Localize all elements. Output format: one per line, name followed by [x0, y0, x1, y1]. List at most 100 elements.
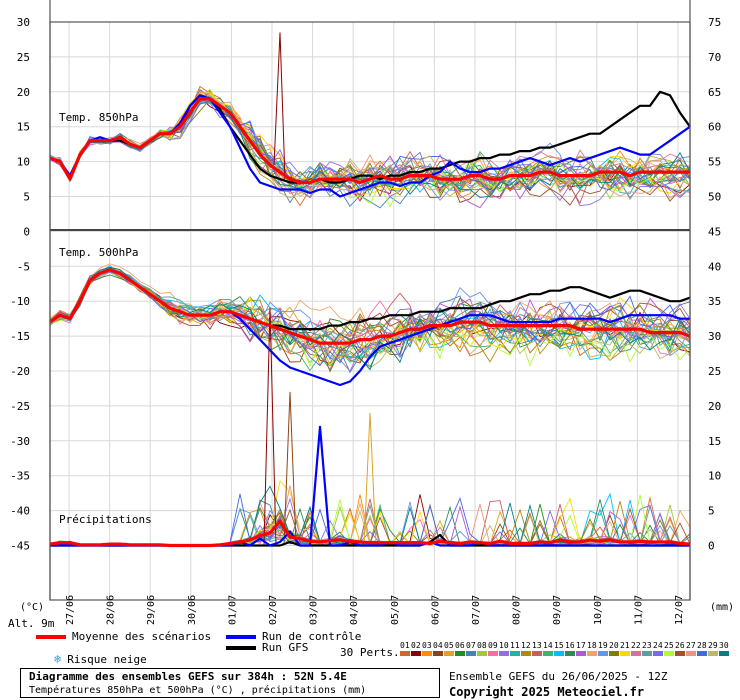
left-tick-label: -45 [10, 540, 30, 553]
legend-snow: ❄ Risque neige [54, 652, 147, 666]
left-tick-label: 30 [17, 16, 30, 29]
date-tick-label: 12/07 [674, 595, 685, 625]
member-id-08: 08 [477, 641, 487, 650]
left-tick-label: 0 [23, 225, 30, 238]
left-tick-label: -5 [17, 260, 30, 273]
legend-gfs-swatch [226, 646, 256, 650]
main-series [49, 90, 691, 548]
member-swatch-19 [598, 651, 608, 656]
right-tick-label: 45 [708, 225, 721, 238]
snowflake-icon: ❄ [54, 652, 62, 666]
date-tick-label: 27/06 [65, 595, 76, 625]
member-id-29: 29 [708, 641, 718, 650]
member-id-11: 11 [510, 641, 520, 650]
left-tick-label: 15 [17, 121, 30, 134]
member-id-07: 07 [466, 641, 476, 650]
member-id-03: 03 [422, 641, 432, 650]
precip-mean-line [49, 519, 691, 548]
left-unit-label: (°C) [20, 602, 44, 613]
member-swatch-09 [488, 651, 498, 656]
right-tick-label: 40 [708, 260, 721, 273]
panel-label: Précipitations [59, 513, 152, 526]
left-tick-label: -35 [10, 470, 30, 483]
member-id-14: 14 [543, 641, 553, 650]
spike-04-precip [283, 391, 297, 546]
member-swatch-28 [697, 651, 707, 656]
date-tick-label: 10/07 [593, 595, 604, 625]
member-swatch-29 [708, 651, 718, 656]
panel-label: Temp. 850hPa [59, 111, 138, 124]
legend-gfs-label: Run GFS [262, 641, 309, 654]
member-swatch-17 [576, 651, 586, 656]
panel-label: Temp. 500hPa [59, 246, 138, 259]
member-id-01: 01 [400, 641, 410, 650]
member-swatch-04 [433, 651, 443, 656]
member-swatch-20 [609, 651, 619, 656]
member-id-06: 06 [455, 641, 465, 650]
left-tick-label: -20 [10, 365, 30, 378]
member-id-25: 25 [664, 641, 674, 650]
left-tick-label: -30 [10, 435, 30, 448]
member-id-16: 16 [565, 641, 575, 650]
date-tick-label: 07/07 [471, 595, 482, 625]
member-swatch-16 [565, 651, 575, 656]
chart-subtitle: Températures 850hPa et 500hPa (°C) , pré… [29, 685, 367, 696]
right-tick-label: 0 [708, 540, 715, 553]
member-swatch-08 [477, 651, 487, 656]
member-swatch-02 [411, 651, 421, 656]
legend-mean: Moyenne des scénarios [36, 630, 211, 643]
member-id-21: 21 [620, 641, 630, 650]
right-tick-label: 65 [708, 86, 721, 99]
member-23-t500 [49, 270, 691, 354]
legend-control: Run de contrôle [226, 630, 361, 643]
member-swatch-15 [554, 651, 564, 656]
member-swatch-11 [510, 651, 520, 656]
member-swatch-27 [686, 651, 696, 656]
right-tick-label: 75 [708, 16, 721, 29]
left-tick-label: -40 [10, 505, 30, 518]
member-id-22: 22 [631, 641, 641, 650]
member-swatch-21 [620, 651, 630, 656]
t500-mean-line [49, 268, 691, 345]
right-unit-label: (mm) [710, 602, 734, 613]
right-tick-label: 50 [708, 191, 721, 204]
member-id-24: 24 [653, 641, 663, 650]
date-tick-label: 06/07 [430, 595, 441, 625]
member-id-12: 12 [521, 641, 531, 650]
member-swatch-24 [653, 651, 663, 656]
perts-label: 30 Perts. [340, 646, 400, 659]
member-id-18: 18 [587, 641, 597, 650]
member-swatch-26 [675, 651, 685, 656]
member-id-09: 09 [488, 641, 498, 650]
member-swatch-14 [543, 651, 553, 656]
member-27-t850 [49, 90, 691, 199]
member-id-20: 20 [609, 641, 619, 650]
member-swatch-12 [521, 651, 531, 656]
run-label: Ensemble GEFS du 26/06/2025 - 12Z [449, 670, 668, 683]
left-tick-label: 25 [17, 51, 30, 64]
member-id-13: 13 [532, 641, 542, 650]
member-30-t850 [49, 96, 691, 198]
date-tick-label: 01/07 [227, 595, 238, 625]
member-swatch-25 [664, 651, 674, 656]
spike-02-precip [263, 308, 277, 546]
member-swatch-05 [444, 651, 454, 656]
member-swatch-18 [587, 651, 597, 656]
right-tick-label: 10 [708, 470, 721, 483]
chart-frame [49, 0, 691, 601]
date-tick-label: 05/07 [390, 595, 401, 625]
right-tick-label: 55 [708, 156, 721, 169]
member-swatch-23 [642, 651, 652, 656]
member-swatch-06 [455, 651, 465, 656]
t850-mean-line [49, 97, 690, 185]
date-tick-label: 04/07 [349, 595, 360, 625]
date-tick-label: 28/06 [106, 595, 117, 625]
member-id-05: 05 [444, 641, 454, 650]
legend-control-label: Run de contrôle [262, 630, 362, 643]
spike-05-precip [363, 412, 377, 546]
member-id-17: 17 [576, 641, 586, 650]
left-tick-label: 10 [17, 156, 30, 169]
member-swatch-01 [400, 651, 410, 656]
member-swatch-03 [422, 651, 432, 656]
member-swatch-07 [466, 651, 476, 656]
